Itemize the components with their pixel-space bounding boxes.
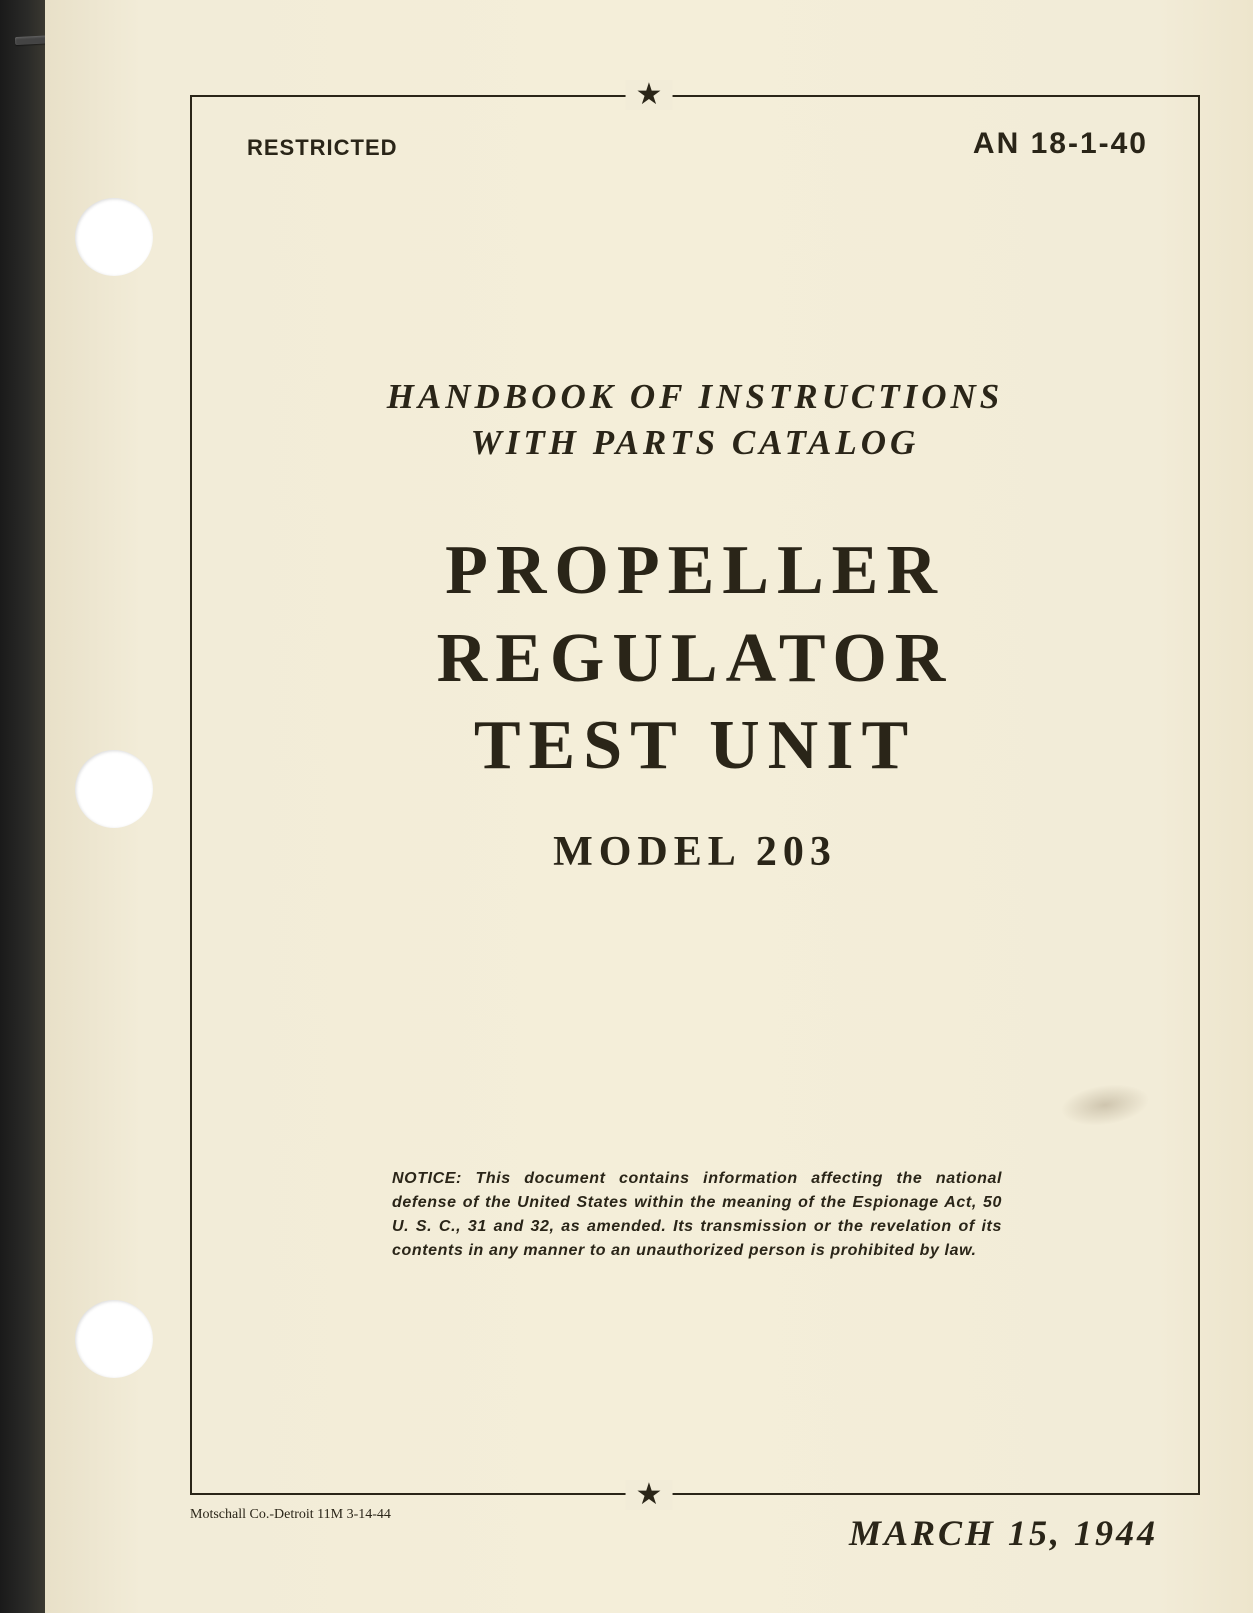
notice-body: This document contains information affec… — [392, 1170, 1002, 1259]
printer-credit: Motschall Co.-Detroit 11M 3-14-44 — [190, 1507, 391, 1523]
subtitle-block: HANDBOOK OF INSTRUCTIONS WITH PARTS CATA… — [192, 377, 1198, 463]
security-notice: NOTICE: This document contains informati… — [392, 1167, 1002, 1263]
star-icon: ★ — [626, 1480, 673, 1510]
publication-date: MARCH 15, 1944 — [849, 1512, 1158, 1554]
model-line: MODEL 203 — [192, 828, 1198, 876]
page-border-frame: RESTRICTED AN 18-1-40 HANDBOOK OF INSTRU… — [190, 95, 1200, 1495]
punch-hole — [75, 750, 153, 828]
document-page: RESTRICTED AN 18-1-40 HANDBOOK OF INSTRU… — [45, 0, 1253, 1613]
punch-hole — [75, 1300, 153, 1378]
subtitle-line: WITH PARTS CATALOG — [192, 423, 1198, 463]
classification-label: RESTRICTED — [247, 135, 398, 161]
notice-lead: NOTICE: — [392, 1170, 462, 1187]
document-number: AN 18-1-40 — [973, 127, 1148, 161]
title-line: TEST UNIT — [192, 702, 1198, 790]
frame-content: RESTRICTED AN 18-1-40 HANDBOOK OF INSTRU… — [192, 97, 1198, 1493]
subtitle-line: HANDBOOK OF INSTRUCTIONS — [192, 377, 1198, 417]
binding-shadow — [0, 0, 45, 1613]
punch-hole — [75, 198, 153, 276]
star-icon: ★ — [626, 80, 673, 110]
title-line: REGULATOR — [192, 615, 1198, 703]
title-block: PROPELLER REGULATOR TEST UNIT MODEL 203 — [192, 527, 1198, 876]
title-line: PROPELLER — [192, 527, 1198, 615]
